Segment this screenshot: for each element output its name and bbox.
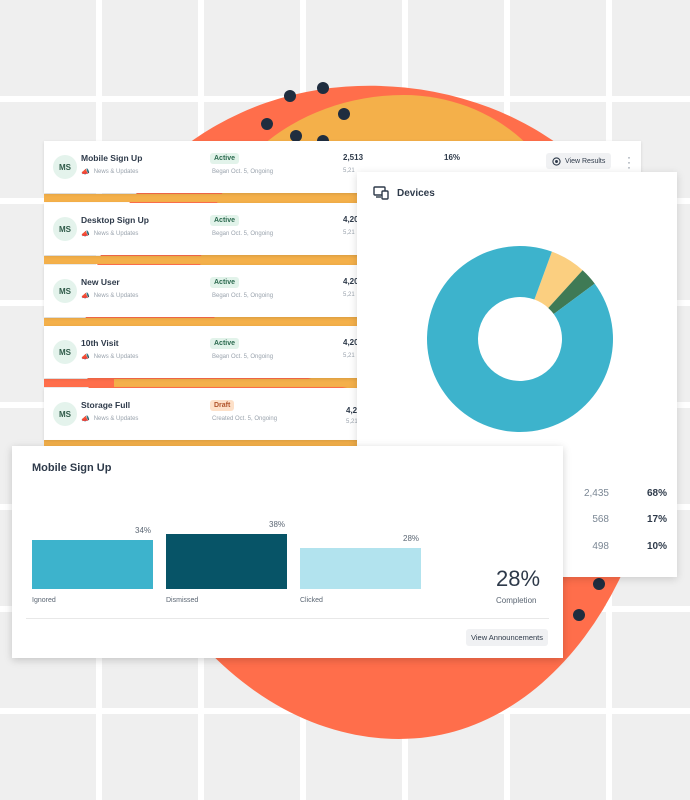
row-metric-sub: 5,21 xyxy=(343,353,355,359)
summary-bar-label: Ignored xyxy=(32,597,56,604)
row-metric: 4,20 xyxy=(346,406,362,415)
decoration-dot xyxy=(573,609,585,621)
row-metric-sub: 5,21 xyxy=(343,292,355,298)
summary-bar-value: 28% xyxy=(403,534,420,544)
row-metric-sub: 5,21 xyxy=(346,419,358,425)
decoration-dot xyxy=(284,90,296,102)
row-category-label: News & Updates xyxy=(93,293,139,299)
devices-percent: 10% xyxy=(646,541,667,552)
megaphone-icon: 📣 xyxy=(81,169,90,176)
summary-bar xyxy=(32,539,153,589)
summary-bar-value: 34% xyxy=(135,525,152,535)
row-category-label: News & Updates xyxy=(93,416,139,422)
summary-bar-label: Clicked xyxy=(300,597,323,604)
row-category-label: News & Updates xyxy=(93,231,139,237)
decoration-dot xyxy=(593,578,605,590)
decoration-dot xyxy=(338,108,350,120)
row-metric: 2,513 xyxy=(343,153,364,162)
megaphone-icon: 📣 xyxy=(81,293,90,300)
row-accent-strip xyxy=(44,256,641,264)
devices-icon xyxy=(373,186,389,200)
summary-bar xyxy=(300,548,421,589)
avatar: MS xyxy=(53,340,77,364)
avatar: MS xyxy=(53,279,77,303)
completion-value: 28% xyxy=(496,566,541,591)
row-began: Began Oct. 5, Ongoing xyxy=(212,231,274,237)
view-results-label: View Results xyxy=(565,157,606,165)
donut-slice xyxy=(548,270,595,314)
completion-label: Completion xyxy=(496,596,537,605)
row-metric: 4,20 xyxy=(343,215,359,224)
devices-count: 498 xyxy=(592,541,609,552)
row-category-label: News & Updates xyxy=(93,169,139,175)
row-accent-strip xyxy=(44,194,641,202)
status-badge: Active xyxy=(210,277,240,288)
devices-header: Devices xyxy=(373,186,435,200)
summary-bar xyxy=(166,534,287,589)
row-category: 📣 News & Updates xyxy=(81,415,138,423)
decoration-dot xyxy=(290,130,302,142)
devices-count: 568 xyxy=(592,514,609,525)
row-accent-strip xyxy=(44,440,641,448)
row-title: Desktop Sign Up xyxy=(81,215,150,225)
avatar: MS xyxy=(53,217,77,241)
decoration-dot xyxy=(317,82,329,94)
row-category: 📣 News & Updates xyxy=(81,353,138,361)
row-began: Began Oct. 5, Ongoing xyxy=(212,354,274,360)
devices-donut-chart xyxy=(427,246,613,432)
row-percent: 16% xyxy=(444,153,461,162)
row-began: Created Oct. 5, Ongoing xyxy=(212,416,278,422)
row-category: 📣 News & Updates xyxy=(81,230,138,238)
decoration-dot xyxy=(261,118,273,130)
status-badge: Draft xyxy=(210,400,235,411)
devices-title: Devices xyxy=(397,187,435,199)
row-title: Mobile Sign Up xyxy=(81,153,143,163)
row-began: Began Oct. 5, Ongoing xyxy=(212,169,274,175)
row-category: 📣 News & Updates xyxy=(81,168,138,176)
more-options-icon[interactable]: · · · xyxy=(627,150,631,174)
row-category: 📣 News & Updates xyxy=(81,292,138,300)
mobile-signup-summary-card: Mobile Sign Up 34% Ignored 38% Dismissed 28%… xyxy=(12,446,563,658)
row-metric: 4,20 xyxy=(343,338,359,347)
row-category-label: News & Updates xyxy=(93,354,139,360)
summary-bar-label: Dismissed xyxy=(166,597,199,604)
donut-slice xyxy=(427,246,613,432)
megaphone-icon: 📣 xyxy=(81,416,90,423)
megaphone-icon: 📣 xyxy=(81,231,90,238)
avatar: MS xyxy=(53,402,77,426)
devices-percent: 68% xyxy=(646,488,667,499)
summary-title: Mobile Sign Up xyxy=(32,462,112,474)
target-icon xyxy=(552,156,561,166)
view-announcements-button[interactable]: View Announcements xyxy=(466,629,548,646)
devices-count: 2,435 xyxy=(583,488,609,499)
row-began: Began Oct. 5, Ongoing xyxy=(212,293,274,299)
row-accent-strip xyxy=(44,318,641,326)
status-badge: Active xyxy=(210,215,240,226)
row-title: 10th Visit xyxy=(81,338,119,348)
row-title: New User xyxy=(81,277,120,287)
status-badge: Active xyxy=(210,338,240,349)
status-badge: Active xyxy=(210,153,240,164)
devices-percent: 17% xyxy=(646,514,667,525)
avatar: MS xyxy=(53,155,77,179)
summary-bar-value: 38% xyxy=(269,520,286,529)
divider xyxy=(26,618,549,619)
row-metric-sub: 5,21 xyxy=(343,230,355,236)
donut-slice xyxy=(534,251,583,308)
row-metric-sub: 5,21 xyxy=(343,168,355,174)
view-results-button[interactable]: View Results xyxy=(546,153,612,169)
row-accent-strip xyxy=(44,379,641,387)
row-metric: 4,20 xyxy=(343,277,359,286)
megaphone-icon: 📣 xyxy=(81,354,90,361)
row-title: Storage Full xyxy=(81,400,131,410)
